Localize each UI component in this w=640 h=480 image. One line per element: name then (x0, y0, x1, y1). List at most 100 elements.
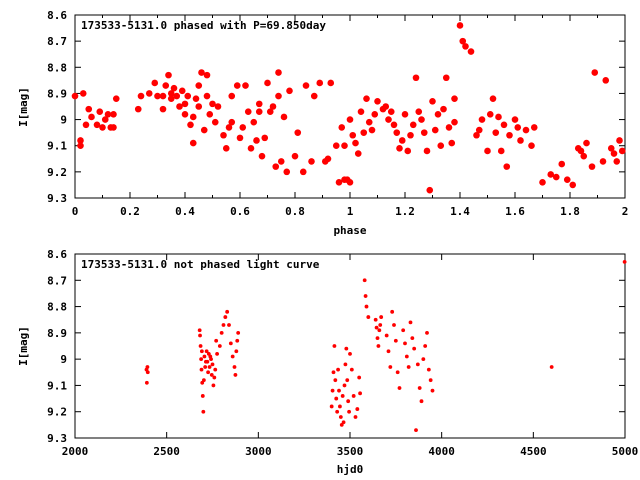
data-point (212, 375, 217, 380)
plot-title: 173533-5131.0 not phased light curve (81, 258, 320, 271)
data-point (99, 124, 106, 131)
data-point (497, 147, 505, 155)
data-point (210, 362, 215, 367)
data-point (199, 357, 204, 362)
data-point (283, 168, 291, 176)
data-point (467, 48, 475, 55)
x-tick-label: 0.8 (285, 205, 305, 218)
data-point (228, 118, 236, 126)
data-point (344, 346, 349, 351)
data-point (401, 111, 409, 118)
data-point (264, 79, 271, 87)
data-point (202, 354, 207, 359)
data-point (583, 139, 590, 147)
data-point (431, 126, 439, 134)
data-point (88, 113, 95, 121)
data-point (230, 354, 235, 359)
data-point (451, 95, 458, 102)
data-point (622, 259, 627, 264)
data-point (426, 367, 431, 372)
y-tick-label: 8.9 (47, 327, 67, 340)
data-point (154, 92, 161, 100)
data-point (198, 69, 205, 76)
data-point (451, 118, 458, 126)
data-point (363, 294, 368, 298)
data-point (170, 84, 178, 92)
data-point (503, 163, 511, 170)
data-point (203, 71, 211, 79)
data-point (511, 116, 519, 123)
data-point (610, 150, 618, 157)
data-point (616, 137, 623, 144)
data-point (397, 386, 402, 390)
data-point (385, 116, 392, 123)
data-point (404, 354, 409, 359)
unphased-light-curve-plot: 2000 2500 3000 3500 4000 4500 5000 8.6 8.7 8.8 8.9… (17, 248, 638, 476)
x-tick-label: 1 (347, 205, 354, 218)
data-point (145, 365, 150, 369)
data-point (173, 92, 181, 100)
data-point (302, 82, 310, 89)
data-point (96, 108, 104, 116)
data-point (330, 388, 335, 393)
data-point (362, 278, 367, 283)
data-point (346, 179, 354, 186)
data-point (214, 103, 222, 110)
data-point (214, 338, 219, 343)
data-point (335, 409, 340, 414)
data-point (412, 346, 417, 351)
data-point (417, 386, 422, 390)
data-point (387, 108, 395, 116)
data-point (82, 121, 90, 129)
data-point (310, 92, 318, 100)
plot-frame (74, 14, 626, 199)
y-tick-label: 8.7 (47, 274, 67, 287)
data-point (79, 90, 87, 97)
data-point (462, 43, 469, 50)
y-tick-label: 9.3 (47, 192, 67, 205)
data-point (398, 137, 406, 144)
data-point (151, 79, 159, 87)
data-point (412, 74, 420, 82)
data-point (355, 407, 360, 411)
data-point (373, 317, 378, 322)
data-point (200, 394, 205, 398)
x-tick-label: 0.2 (120, 205, 140, 218)
data-point (346, 116, 354, 123)
y-tick-label: 9 (60, 114, 67, 127)
data-point (167, 95, 175, 102)
data-point (77, 142, 84, 150)
data-point (206, 370, 211, 375)
data-point (244, 108, 252, 116)
data-point (349, 367, 354, 372)
data-point (277, 158, 285, 165)
data-point (199, 349, 204, 354)
data-point (357, 375, 362, 380)
data-point (215, 351, 219, 356)
data-point (211, 118, 219, 126)
data-point (459, 37, 467, 45)
data-point (392, 323, 396, 327)
data-point (101, 116, 109, 123)
data-point (85, 105, 93, 113)
data-point (134, 105, 142, 113)
data-point (221, 323, 226, 327)
data-point (445, 124, 453, 131)
data-point (390, 121, 398, 129)
data-point (393, 338, 398, 343)
data-point (602, 77, 610, 84)
data-point (423, 344, 428, 348)
y-tick-label: 8.6 (47, 9, 67, 22)
data-point (419, 399, 424, 404)
data-point (415, 108, 423, 116)
y-tick-label: 9.2 (47, 166, 67, 179)
data-point (184, 92, 192, 100)
data-point (181, 100, 189, 108)
data-point (228, 341, 233, 346)
data-point (250, 118, 258, 126)
data-point (235, 338, 240, 343)
x-tick-label: 0.4 (175, 205, 195, 218)
data-point (528, 142, 535, 150)
data-point (187, 121, 194, 129)
